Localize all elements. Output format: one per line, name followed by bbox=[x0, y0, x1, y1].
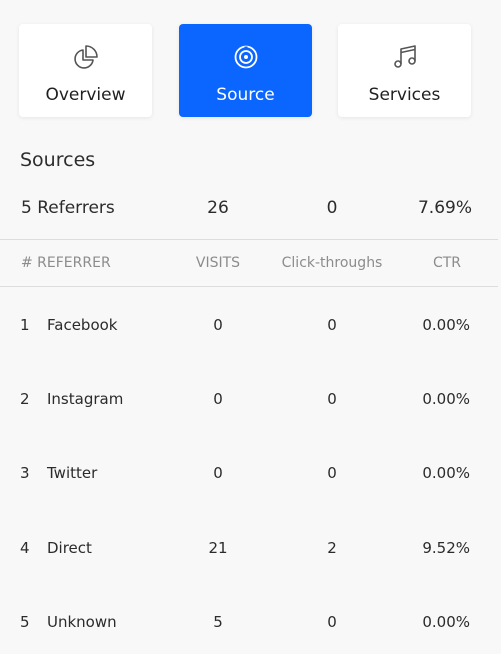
summary-ctr: 7.69% bbox=[417, 198, 472, 218]
summary-clicks: 0 bbox=[326, 198, 338, 218]
row-referrer: Unknown bbox=[47, 613, 117, 631]
row-clicks: 0 bbox=[327, 390, 337, 408]
row-rank: 5 bbox=[20, 613, 30, 631]
row-referrer: Direct bbox=[47, 539, 92, 557]
table-row: 4 Direct 21 2 9.52% bbox=[0, 539, 501, 561]
row-rank: 4 bbox=[20, 539, 30, 557]
row-rank: 3 bbox=[20, 464, 30, 482]
row-visits: 0 bbox=[213, 464, 223, 482]
row-clicks: 0 bbox=[327, 464, 337, 482]
summary-visits: 26 bbox=[207, 198, 229, 218]
row-clicks: 0 bbox=[327, 613, 337, 631]
row-visits: 0 bbox=[213, 390, 223, 408]
row-rank: 2 bbox=[20, 390, 30, 408]
tab-bar: Overview Source Services bbox=[0, 0, 501, 140]
row-ctr: 0.00% bbox=[422, 316, 470, 334]
music-note-icon bbox=[393, 45, 416, 68]
header-referrer: # REFERRER bbox=[21, 255, 111, 271]
header-clicks: Click-throughs bbox=[281, 255, 383, 271]
table-row: 1 Facebook 0 0 0.00% bbox=[0, 316, 501, 338]
table-header: # REFERRER VISITS Click-throughs CTR bbox=[0, 255, 501, 275]
row-referrer: Facebook bbox=[47, 316, 118, 334]
divider bbox=[0, 286, 498, 287]
row-referrer: Instagram bbox=[47, 390, 124, 408]
table-row: 2 Instagram 0 0 0.00% bbox=[0, 390, 501, 412]
table-row: 3 Twitter 0 0 0.00% bbox=[0, 464, 501, 486]
row-visits: 21 bbox=[208, 539, 228, 557]
tab-source[interactable]: Source bbox=[179, 24, 312, 117]
header-visits: VISITS bbox=[195, 255, 241, 271]
row-ctr: 0.00% bbox=[422, 613, 470, 631]
row-rank: 1 bbox=[20, 316, 30, 334]
row-ctr: 9.52% bbox=[422, 539, 470, 557]
tab-overview-label: Overview bbox=[45, 85, 126, 105]
row-visits: 5 bbox=[213, 613, 223, 631]
row-visits: 0 bbox=[213, 316, 223, 334]
tab-source-label: Source bbox=[216, 85, 275, 105]
row-clicks: 2 bbox=[327, 539, 337, 557]
tab-services-label: Services bbox=[368, 85, 441, 105]
section-title: Sources bbox=[20, 149, 96, 171]
row-referrer: Twitter bbox=[47, 464, 98, 482]
pie-chart-icon bbox=[73, 45, 98, 69]
divider bbox=[0, 239, 498, 240]
row-clicks: 0 bbox=[327, 316, 337, 334]
tab-overview[interactable]: Overview bbox=[19, 24, 152, 117]
summary-row: 5 Referrers 26 0 7.69% bbox=[0, 198, 501, 226]
tab-services[interactable]: Services bbox=[338, 24, 471, 117]
row-ctr: 0.00% bbox=[422, 464, 470, 482]
table-row: 5 Unknown 5 0 0.00% bbox=[0, 613, 501, 635]
summary-referrers: 5 Referrers bbox=[21, 198, 115, 218]
target-icon bbox=[234, 45, 257, 69]
header-ctr: CTR bbox=[432, 255, 461, 271]
row-ctr: 0.00% bbox=[422, 390, 470, 408]
